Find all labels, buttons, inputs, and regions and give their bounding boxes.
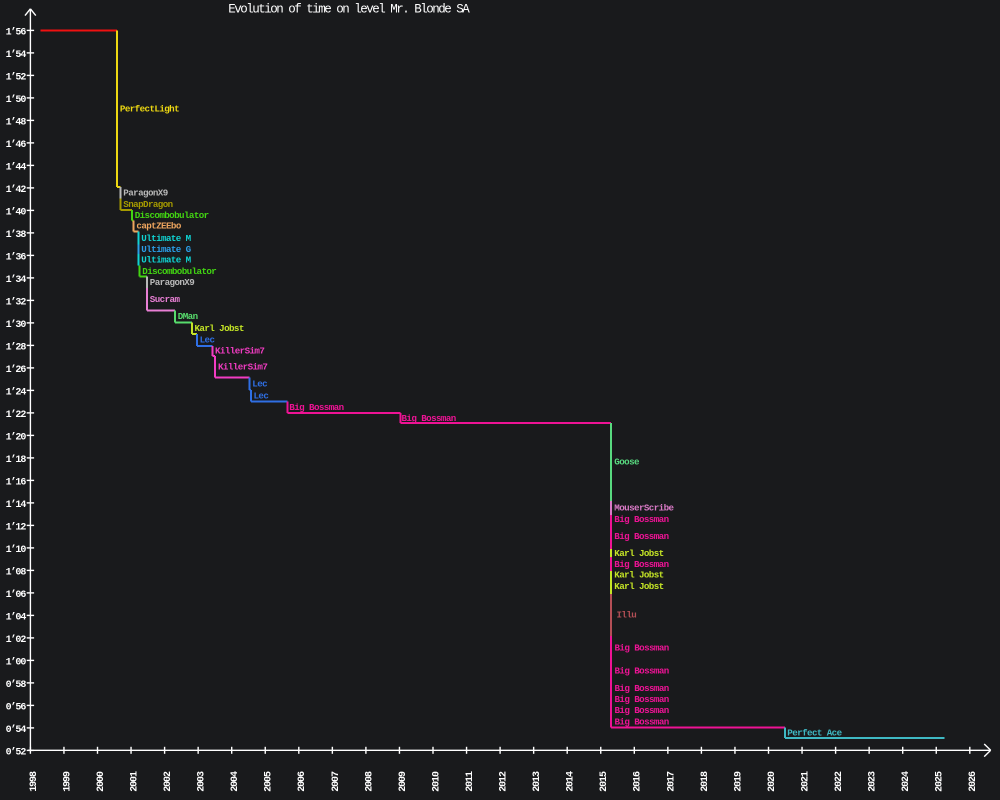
svg-text:Evolution of time on level Mr.: Evolution of time on level Mr. Blonde SA — [228, 2, 470, 16]
svg-text:1’54: 1’54 — [6, 49, 27, 61]
svg-text:ParagonX9: ParagonX9 — [123, 187, 167, 198]
svg-text:Discombobulator: Discombobulator — [142, 266, 216, 277]
svg-text:Lec: Lec — [200, 335, 215, 346]
svg-text:Big Bossman: Big Bossman — [289, 402, 343, 413]
svg-text:MouserScribe: MouserScribe — [614, 503, 674, 514]
svg-text:Karl Jobst: Karl Jobst — [614, 581, 663, 592]
svg-text:Big Bossman: Big Bossman — [614, 531, 668, 542]
svg-text:PerfectLight: PerfectLight — [120, 103, 179, 114]
svg-text:0’54: 0’54 — [6, 724, 27, 736]
svg-text:Perfect Ace: Perfect Ace — [787, 728, 842, 739]
svg-text:2021: 2021 — [801, 771, 812, 792]
svg-text:2004: 2004 — [230, 771, 241, 792]
svg-text:0’56: 0’56 — [6, 701, 27, 713]
svg-text:2015: 2015 — [599, 771, 610, 792]
svg-text:Ultimate M: Ultimate M — [141, 255, 191, 266]
svg-text:Karl Jobst: Karl Jobst — [614, 570, 663, 581]
svg-text:2010: 2010 — [431, 771, 442, 792]
svg-text:2001: 2001 — [130, 771, 141, 792]
svg-text:1’32: 1’32 — [6, 296, 27, 308]
svg-text:1’52: 1’52 — [6, 71, 27, 83]
svg-text:1’04: 1’04 — [6, 611, 27, 623]
svg-text:1998: 1998 — [29, 771, 40, 792]
svg-text:Big Bossman: Big Bossman — [614, 559, 668, 570]
svg-text:1999: 1999 — [62, 771, 73, 792]
svg-text:1’12: 1’12 — [6, 521, 27, 533]
svg-text:1’36: 1’36 — [6, 251, 27, 263]
svg-text:1’18: 1’18 — [6, 454, 27, 466]
svg-text:Big Bossman: Big Bossman — [615, 717, 669, 728]
svg-text:1’42: 1’42 — [6, 184, 27, 196]
svg-text:2005: 2005 — [264, 771, 275, 792]
svg-text:Big Bossman: Big Bossman — [615, 694, 669, 705]
svg-text:2025: 2025 — [935, 771, 946, 792]
svg-text:Karl Jobst: Karl Jobst — [195, 323, 244, 334]
svg-text:1’00: 1’00 — [6, 656, 27, 668]
svg-text:1’10: 1’10 — [6, 544, 27, 556]
svg-text:2012: 2012 — [499, 771, 510, 792]
svg-text:1’44: 1’44 — [6, 161, 27, 173]
svg-text:Karl Jobst: Karl Jobst — [614, 548, 663, 559]
svg-text:1’56: 1’56 — [6, 26, 27, 38]
svg-text:1’16: 1’16 — [6, 476, 27, 488]
svg-text:0’58: 0’58 — [6, 679, 27, 691]
svg-text:Lec: Lec — [254, 391, 269, 402]
svg-text:2014: 2014 — [566, 771, 577, 792]
svg-text:Goose: Goose — [614, 457, 640, 468]
svg-text:DMan: DMan — [178, 311, 198, 322]
svg-text:Lec: Lec — [252, 378, 267, 389]
svg-text:2018: 2018 — [700, 771, 711, 792]
svg-text:1’28: 1’28 — [6, 341, 27, 353]
svg-text:1’26: 1’26 — [6, 364, 27, 376]
svg-text:SnapDragon: SnapDragon — [123, 199, 172, 210]
svg-text:Big Bossman: Big Bossman — [615, 683, 669, 694]
svg-text:Sucram: Sucram — [150, 294, 181, 305]
svg-text:2000: 2000 — [96, 771, 107, 792]
svg-text:2017: 2017 — [666, 771, 677, 792]
svg-text:Discombobulator: Discombobulator — [135, 210, 209, 221]
svg-text:2007: 2007 — [331, 771, 342, 792]
svg-text:1’02: 1’02 — [6, 634, 27, 646]
svg-text:Big Bossman: Big Bossman — [614, 514, 668, 525]
svg-text:2020: 2020 — [767, 771, 778, 792]
svg-text:2011: 2011 — [465, 771, 476, 792]
svg-text:1’30: 1’30 — [6, 319, 27, 331]
svg-text:2003: 2003 — [197, 771, 208, 792]
svg-text:1’34: 1’34 — [6, 274, 27, 286]
svg-text:Big Bossman: Big Bossman — [402, 413, 456, 424]
svg-text:1’14: 1’14 — [6, 499, 27, 511]
svg-text:2019: 2019 — [733, 771, 744, 792]
svg-text:2026: 2026 — [968, 771, 979, 792]
svg-text:1’46: 1’46 — [6, 139, 27, 151]
svg-text:Big Bossman: Big Bossman — [615, 643, 669, 654]
svg-text:Big Bossman: Big Bossman — [615, 705, 669, 716]
svg-text:captZEEbo: captZEEbo — [136, 221, 181, 232]
svg-text:1’08: 1’08 — [6, 566, 27, 578]
svg-text:2008: 2008 — [364, 771, 375, 792]
svg-text:1’22: 1’22 — [6, 409, 27, 421]
svg-text:1’38: 1’38 — [6, 229, 27, 241]
svg-text:2006: 2006 — [297, 771, 308, 792]
svg-text:0’52: 0’52 — [6, 746, 27, 758]
svg-text:2016: 2016 — [633, 771, 644, 792]
svg-text:ParagonX9: ParagonX9 — [150, 277, 194, 288]
svg-text:2023: 2023 — [868, 771, 879, 792]
svg-text:2009: 2009 — [398, 771, 409, 792]
svg-text:1’06: 1’06 — [6, 589, 27, 601]
svg-text:2002: 2002 — [163, 771, 174, 792]
svg-text:2024: 2024 — [901, 771, 912, 792]
svg-text:2013: 2013 — [532, 771, 543, 792]
svg-text:Ultimate M: Ultimate M — [141, 233, 191, 244]
svg-text:1’20: 1’20 — [6, 431, 27, 443]
svg-text:1’40: 1’40 — [6, 206, 27, 218]
svg-text:KillerSim7: KillerSim7 — [215, 346, 264, 357]
svg-text:1’48: 1’48 — [6, 116, 27, 128]
svg-text:1’50: 1’50 — [6, 94, 27, 106]
svg-text:Ultimate G: Ultimate G — [141, 244, 191, 255]
svg-text:KillerSim7: KillerSim7 — [218, 361, 267, 372]
svg-text:1’24: 1’24 — [6, 386, 27, 398]
svg-text:Illu: Illu — [617, 610, 637, 621]
svg-text:2022: 2022 — [834, 771, 845, 792]
svg-text:Big Bossman: Big Bossman — [615, 666, 669, 677]
